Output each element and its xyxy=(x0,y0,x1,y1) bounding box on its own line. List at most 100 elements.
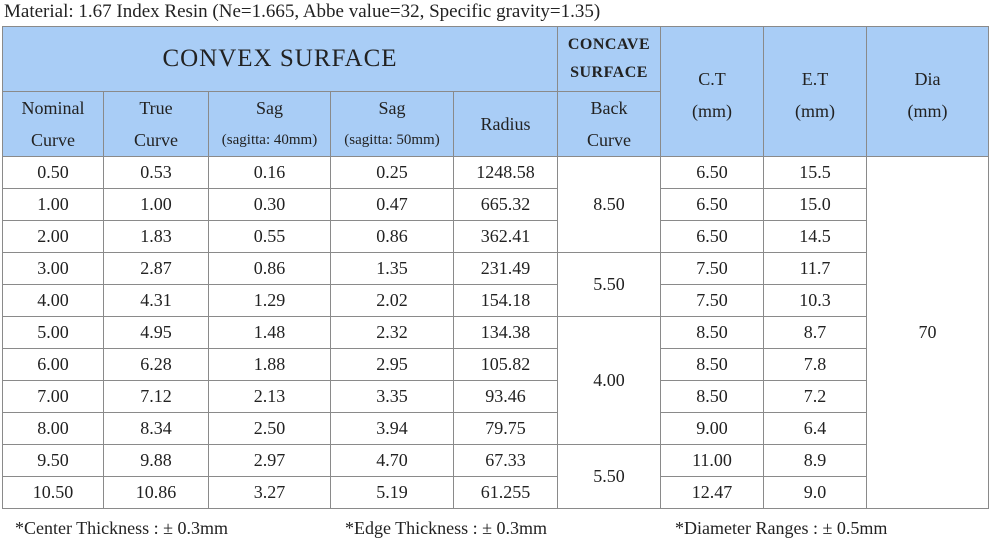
cell: 2.13 xyxy=(208,380,331,413)
header-line: Curve xyxy=(134,130,178,150)
header-line: (mm) xyxy=(795,101,835,121)
column-header: Back Curve xyxy=(557,91,661,157)
cell: 2.97 xyxy=(208,444,331,477)
material-title: Material: 1.67 Index Resin (Ne=1.665, Ab… xyxy=(4,1,601,22)
header-line: (sagitta: 50mm) xyxy=(344,132,440,148)
table-header: CONVEX SURFACE CONCAVE SURFACE C.T (mm) E.T (m… xyxy=(2,26,989,157)
cell: 8.50 xyxy=(557,156,661,253)
cell: 4.31 xyxy=(103,284,209,317)
cell: 79.75 xyxy=(453,412,558,445)
cell: 6.4 xyxy=(763,412,867,445)
cell: 4.00 xyxy=(557,316,661,445)
cell: 9.0 xyxy=(763,476,867,509)
tolerance-note: *Center Thickness : ± 0.3mm xyxy=(15,518,229,538)
tolerance-note: *Diameter Ranges : ± 0.5mm xyxy=(675,518,888,538)
cell: 1.35 xyxy=(330,252,454,285)
cell: 11.7 xyxy=(763,252,867,285)
cell: 362.41 xyxy=(453,220,558,253)
cell: 8.7 xyxy=(763,316,867,349)
cell: 8.34 xyxy=(103,412,209,445)
cell: 9.88 xyxy=(103,444,209,477)
cell: 7.00 xyxy=(2,380,104,413)
header-line: SURFACE xyxy=(570,64,648,81)
cell: 70 xyxy=(866,156,989,509)
data-row: 9.50 9.88 2.97 4.70 67.33 5.50 11.00 8.9 xyxy=(2,444,989,509)
cell: 9.00 xyxy=(660,412,764,445)
cell: 1.88 xyxy=(208,348,331,381)
header-line: Sag xyxy=(256,98,283,118)
header-line: Sag xyxy=(378,98,406,118)
cell: 1.00 xyxy=(2,188,104,221)
column-header: True Curve xyxy=(103,91,209,157)
header-row: Nominal Curve True Curve Sag (sagitta: 40mm) S… xyxy=(2,91,989,157)
cell: 10.86 xyxy=(103,476,209,509)
cell: 0.86 xyxy=(208,252,331,285)
cell: 0.55 xyxy=(208,220,331,253)
cell: 8.50 xyxy=(660,316,764,349)
header-line: Nominal xyxy=(21,98,85,118)
data-row: 4.00 4.31 1.29 2.02 154.18 7.50 10.3 xyxy=(2,284,989,317)
column-header: Dia (mm) xyxy=(866,26,989,157)
cell: 67.33 xyxy=(453,444,558,477)
header-line: Curve xyxy=(587,130,631,150)
cell: 231.49 xyxy=(453,252,558,285)
cell: 7.50 xyxy=(660,284,764,317)
header-line: (mm) xyxy=(907,101,948,121)
cell: 6.00 xyxy=(2,348,104,381)
cell: 8.50 xyxy=(660,348,764,381)
cell: 12.47 xyxy=(660,476,764,509)
cell: 5.19 xyxy=(330,476,454,509)
cell: 4.95 xyxy=(103,316,209,349)
cell: 11.00 xyxy=(660,444,764,477)
cell: 8.9 xyxy=(763,444,867,477)
data-row: 0.50 0.53 0.16 0.25 1248.58 8.50 6.50 15.5 70 xyxy=(2,156,989,509)
cell: 61.255 xyxy=(453,476,558,509)
cell: 1.00 xyxy=(103,188,209,221)
cell: 6.50 xyxy=(660,220,764,253)
data-row: 10.50 10.86 3.27 5.19 61.255 12.47 9.0 xyxy=(2,476,989,509)
header-line: (sagitta: 40mm) xyxy=(221,132,318,148)
cell: 6.50 xyxy=(660,156,764,189)
cell: 1.48 xyxy=(208,316,331,349)
cell: 0.47 xyxy=(330,188,454,221)
cell: 1.29 xyxy=(208,284,331,317)
cell: 9.50 xyxy=(2,444,104,477)
tolerance-note: *Edge Thickness : ± 0.3mm xyxy=(345,518,548,538)
cell: 7.8 xyxy=(763,348,867,381)
cell: 8.00 xyxy=(2,412,104,445)
cell: 2.87 xyxy=(103,252,209,285)
cell: 2.32 xyxy=(330,316,454,349)
cell: 7.2 xyxy=(763,380,867,413)
cell: 154.18 xyxy=(453,284,558,317)
column-header: E.T (mm) xyxy=(763,26,867,157)
cell: 3.35 xyxy=(330,380,454,413)
header-line: Back xyxy=(590,98,628,118)
cell: 0.30 xyxy=(208,188,331,221)
cell: 4.70 xyxy=(330,444,454,477)
notes: *Center Thickness : ± 0.3mm *Edge Thickne… xyxy=(0,518,990,542)
header-line: Radius xyxy=(480,114,531,134)
header-line: C.T xyxy=(698,69,726,89)
data-row: 5.00 4.95 1.48 2.32 134.38 4.00 8.50 8.7 xyxy=(2,316,989,445)
data-row: 2.00 1.83 0.55 0.86 362.41 6.50 14.5 xyxy=(2,220,989,253)
table-body: 0.50 0.53 0.16 0.25 1248.58 8.50 6.50 15.5 70 1.0… xyxy=(2,156,989,509)
data-row: 3.00 2.87 0.86 1.35 231.49 5.50 7.50 11.7 xyxy=(2,252,989,317)
cell: 7.12 xyxy=(103,380,209,413)
convex-header: CONVEX SURFACE xyxy=(2,26,558,92)
data-row: 6.00 6.28 1.88 2.95 105.82 8.50 7.8 xyxy=(2,348,989,381)
cell: 5.50 xyxy=(557,252,661,317)
cell: 15.0 xyxy=(763,188,867,221)
cell: 0.16 xyxy=(208,156,331,189)
data-row: 8.00 8.34 2.50 3.94 79.75 9.00 6.4 xyxy=(2,412,989,445)
cell: 6.50 xyxy=(660,188,764,221)
cell: 10.50 xyxy=(2,476,104,509)
column-header: C.T (mm) xyxy=(660,26,764,157)
column-header: Sag (sagitta: 50mm) xyxy=(330,91,454,157)
cell: 6.28 xyxy=(103,348,209,381)
cell: 2.50 xyxy=(208,412,331,445)
data-row: 1.00 1.00 0.30 0.47 665.32 6.50 15.0 xyxy=(2,188,989,221)
cell: 1.83 xyxy=(103,220,209,253)
cell: 4.00 xyxy=(2,284,104,317)
cell: 2.00 xyxy=(2,220,104,253)
